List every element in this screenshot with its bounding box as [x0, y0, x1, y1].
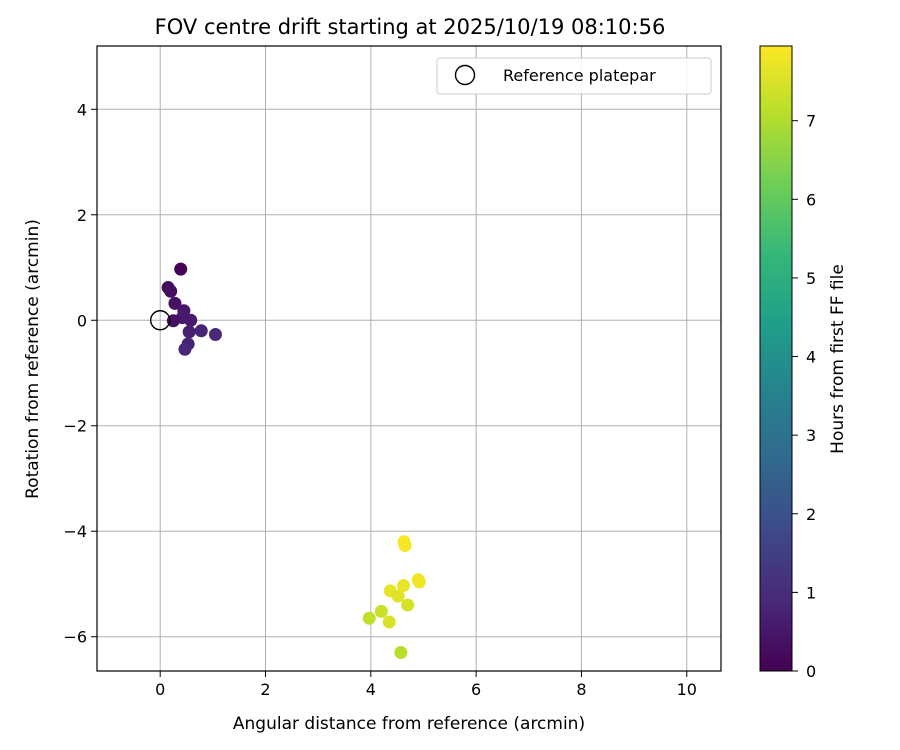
scatter-point — [412, 575, 426, 589]
colorbar-tick-label: 1 — [806, 583, 816, 602]
plot-frame — [96, 45, 722, 672]
scatter-point — [394, 646, 408, 660]
x-tick-label: 4 — [366, 680, 376, 699]
colorbar-tick-label: 5 — [806, 269, 816, 288]
x-tick-label: 6 — [471, 680, 481, 699]
y-axis-label: Rotation from reference (arcmin) — [23, 219, 43, 499]
y-tick-label: 0 — [77, 311, 87, 330]
x-tick-label: 2 — [260, 680, 270, 699]
y-tick-label: 4 — [77, 100, 87, 119]
grid-lines — [97, 46, 721, 671]
scatter-point — [174, 262, 188, 276]
scatter-point — [194, 324, 208, 338]
colorbar-tick-label: 4 — [806, 348, 816, 367]
colorbar-tick-label: 6 — [806, 190, 816, 209]
scatter-point — [362, 611, 376, 625]
legend: Reference platepar — [436, 57, 712, 95]
scatter-point — [184, 313, 198, 327]
colorbar-label: Hours from first FF file — [828, 264, 848, 454]
y-axis-ticks: −6 −4 −2 0 2 4 — [63, 100, 97, 647]
y-tick-label: 2 — [77, 206, 87, 225]
scatter-point — [168, 296, 182, 310]
scatter-point — [401, 598, 415, 612]
legend-label: Reference platepar — [503, 66, 656, 85]
scatter-point — [382, 615, 396, 629]
reference-platepar-marker — [149, 310, 171, 331]
scatter-points — [161, 262, 426, 660]
scatter-point — [396, 579, 410, 593]
x-axis-ticks: 0 2 4 6 8 10 — [155, 671, 697, 699]
scatter-point — [182, 325, 196, 339]
x-tick-label: 8 — [576, 680, 586, 699]
x-axis-label: Angular distance from reference (arcmin) — [233, 714, 585, 734]
scatter-point — [178, 342, 192, 356]
scatter-point — [391, 589, 405, 603]
colorbar-tick-label: 2 — [806, 505, 816, 524]
colorbar-tick-label: 0 — [806, 662, 816, 681]
colorbar-ticks: 0 1 2 3 4 5 6 7 — [792, 112, 816, 681]
y-tick-label: −2 — [63, 417, 87, 436]
colorbar — [759, 45, 793, 672]
colorbar-tick-label: 7 — [806, 112, 816, 131]
x-tick-label: 0 — [155, 680, 165, 699]
chart-title: FOV centre drift starting at 2025/10/19 … — [155, 15, 666, 39]
legend-box — [436, 57, 712, 95]
legend-marker-reference-platepar — [454, 64, 476, 86]
y-tick-label: −4 — [63, 522, 87, 541]
y-tick-label: −6 — [63, 628, 87, 647]
scatter-point — [208, 328, 222, 342]
scatter-point — [164, 284, 178, 298]
scatter-point — [166, 314, 180, 328]
x-tick-label: 10 — [677, 680, 697, 699]
scatter-point — [374, 604, 388, 618]
scatter-point — [398, 538, 412, 552]
colorbar-tick-label: 3 — [806, 426, 816, 445]
